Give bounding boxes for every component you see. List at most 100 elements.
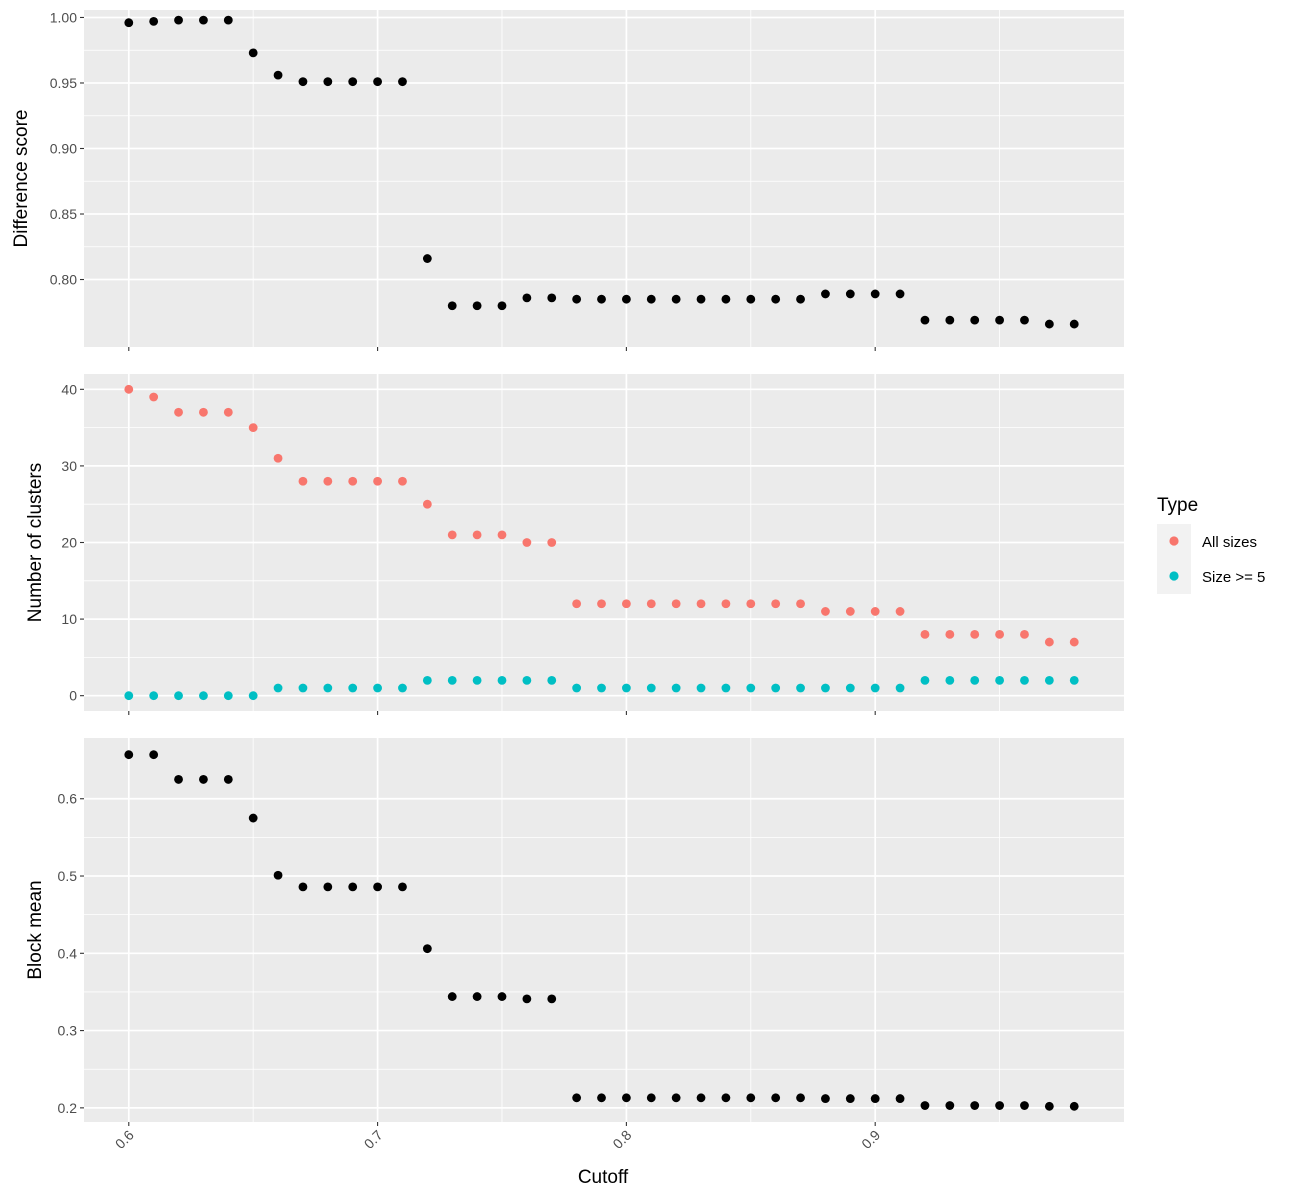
data-point	[895, 289, 905, 299]
data-point	[870, 289, 880, 299]
data-point	[447, 992, 457, 1001]
data-point	[298, 683, 308, 693]
data-point	[621, 1093, 631, 1103]
data-point	[422, 254, 432, 263]
legend: Type All sizes Size >= 5	[1157, 495, 1265, 594]
data-point	[721, 1093, 731, 1103]
data-point	[1069, 637, 1079, 647]
data-point	[323, 77, 333, 87]
data-point	[398, 882, 407, 892]
data-point	[248, 813, 258, 823]
data-point	[398, 77, 407, 87]
data-point	[721, 294, 731, 304]
data-point	[497, 530, 507, 540]
data-point	[572, 294, 582, 304]
data-point	[621, 683, 631, 693]
data-point	[945, 675, 955, 685]
data-point	[746, 1093, 756, 1103]
legend-title: Type	[1157, 495, 1198, 516]
y-axis-title: Block mean	[25, 880, 46, 979]
x-tick-label: 0.7	[361, 1127, 386, 1152]
data-point	[248, 423, 258, 433]
data-point	[447, 301, 457, 311]
data-point	[174, 407, 183, 417]
y-tick-label: 20	[61, 535, 77, 551]
data-point	[174, 15, 183, 25]
y-tick-label: 0.80	[50, 272, 77, 288]
data-point	[572, 683, 582, 693]
data-point	[199, 691, 208, 701]
data-point	[323, 476, 333, 486]
y-tick-label: 0.4	[58, 945, 78, 961]
data-point	[323, 882, 333, 892]
data-point	[995, 630, 1004, 639]
data-point	[497, 675, 507, 685]
y-tick-label: 1.00	[50, 9, 77, 25]
data-point	[223, 15, 233, 25]
panel-3: 0.6 0.5 0.4 0.3 0.2 Block mean	[25, 738, 1124, 1126]
data-point	[298, 476, 308, 486]
data-point	[223, 775, 233, 784]
data-point	[447, 530, 457, 540]
data-point	[422, 944, 432, 954]
data-point	[597, 294, 606, 304]
data-point	[348, 882, 358, 892]
data-point	[199, 775, 208, 784]
data-point	[696, 683, 706, 693]
data-point	[671, 683, 681, 693]
legend-key-all-sizes	[1169, 536, 1179, 546]
data-point	[199, 407, 208, 417]
data-point	[771, 599, 781, 609]
x-axis-title: Cutoff	[578, 1167, 629, 1188]
data-point	[970, 630, 980, 639]
data-point	[398, 476, 407, 486]
data-point	[597, 1093, 606, 1103]
data-point	[771, 683, 781, 693]
data-point	[870, 683, 880, 693]
data-point	[870, 1094, 880, 1103]
data-point	[821, 683, 830, 693]
data-point	[348, 683, 358, 693]
data-point	[323, 683, 333, 693]
data-point	[646, 294, 656, 304]
data-point	[547, 675, 557, 685]
data-point	[547, 293, 557, 303]
data-point	[522, 675, 532, 685]
data-point	[920, 1101, 930, 1110]
data-point	[422, 499, 432, 509]
data-point	[970, 1101, 980, 1110]
data-point	[149, 750, 159, 760]
panel-background	[84, 10, 1124, 347]
data-point	[796, 1093, 805, 1103]
data-point	[696, 1093, 706, 1103]
data-point	[796, 683, 805, 693]
legend-key-size-ge-5	[1169, 571, 1179, 581]
data-point	[124, 691, 134, 701]
data-point	[1044, 637, 1054, 647]
data-point	[497, 992, 507, 1001]
data-point	[621, 294, 631, 304]
data-point	[447, 675, 457, 685]
x-tick-label: 0.6	[112, 1127, 137, 1152]
data-point	[995, 1101, 1004, 1110]
data-point	[870, 607, 880, 616]
data-point	[273, 870, 283, 880]
data-point	[671, 1093, 681, 1103]
data-point	[895, 607, 905, 616]
data-point	[398, 683, 407, 693]
data-point	[174, 775, 183, 784]
data-point	[124, 750, 134, 760]
data-point	[149, 691, 159, 701]
data-point	[696, 599, 706, 609]
data-point	[1020, 675, 1029, 685]
data-point	[945, 315, 955, 325]
y-tick-label: 0	[69, 688, 77, 704]
series-size-5	[124, 675, 1079, 701]
data-point	[920, 675, 930, 685]
y-tick-label: 0.6	[58, 791, 78, 807]
data-point	[1020, 315, 1029, 325]
y-axis-title: Difference score	[11, 110, 32, 248]
data-point	[970, 675, 980, 685]
